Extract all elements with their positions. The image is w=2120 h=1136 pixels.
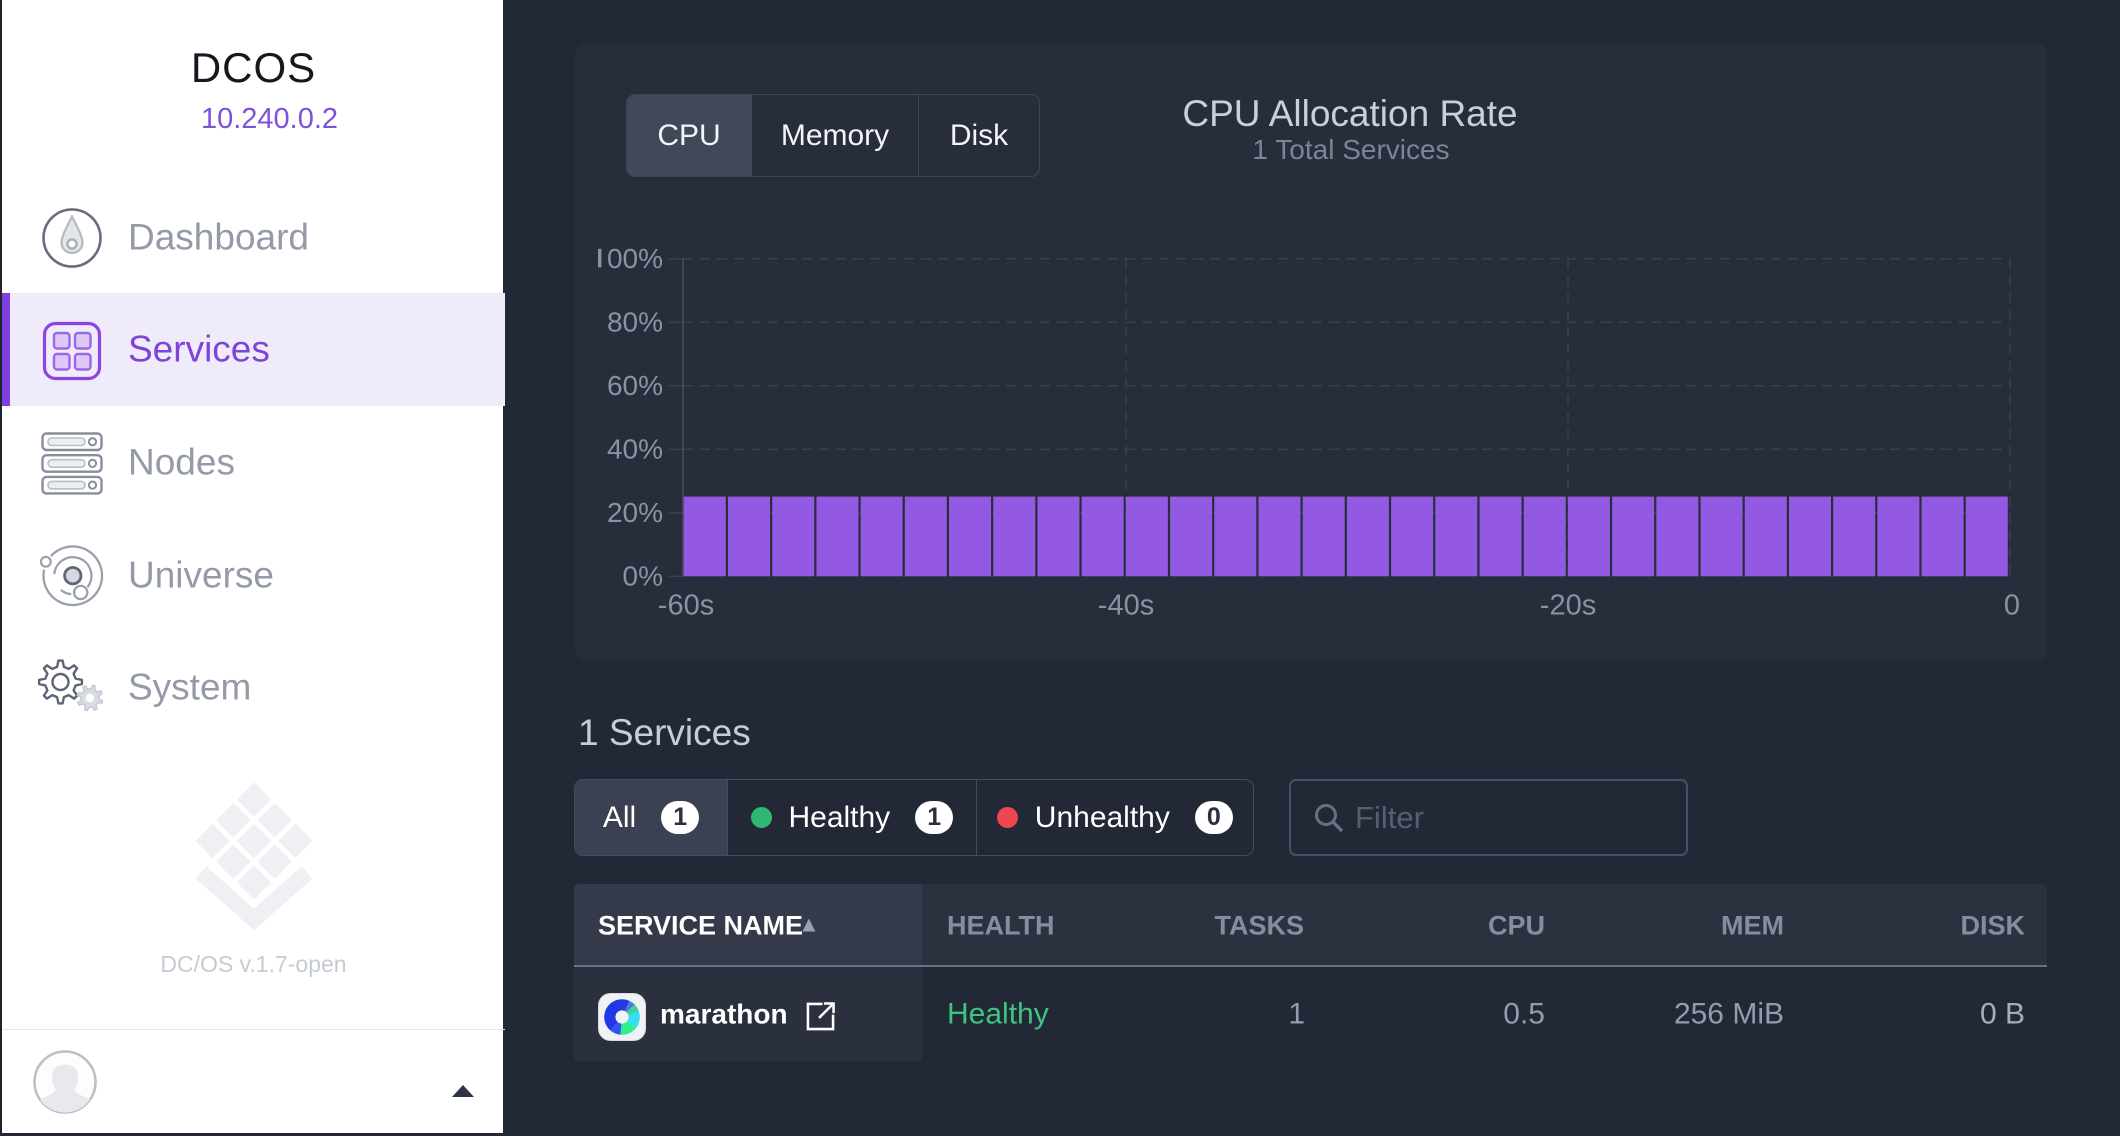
svg-text:0%: 0% bbox=[623, 560, 663, 591]
svg-text:-40s: -40s bbox=[1098, 589, 1154, 621]
svg-text:00%: 00% bbox=[607, 243, 663, 274]
svg-text:40%: 40% bbox=[607, 433, 663, 464]
svg-text:0: 0 bbox=[2004, 589, 2020, 621]
svg-text:60%: 60% bbox=[607, 370, 663, 401]
svg-text:80%: 80% bbox=[607, 306, 663, 337]
svg-text:-20s: -20s bbox=[1540, 589, 1596, 621]
svg-text:20%: 20% bbox=[607, 497, 663, 528]
svg-text:-60s: -60s bbox=[658, 589, 714, 621]
